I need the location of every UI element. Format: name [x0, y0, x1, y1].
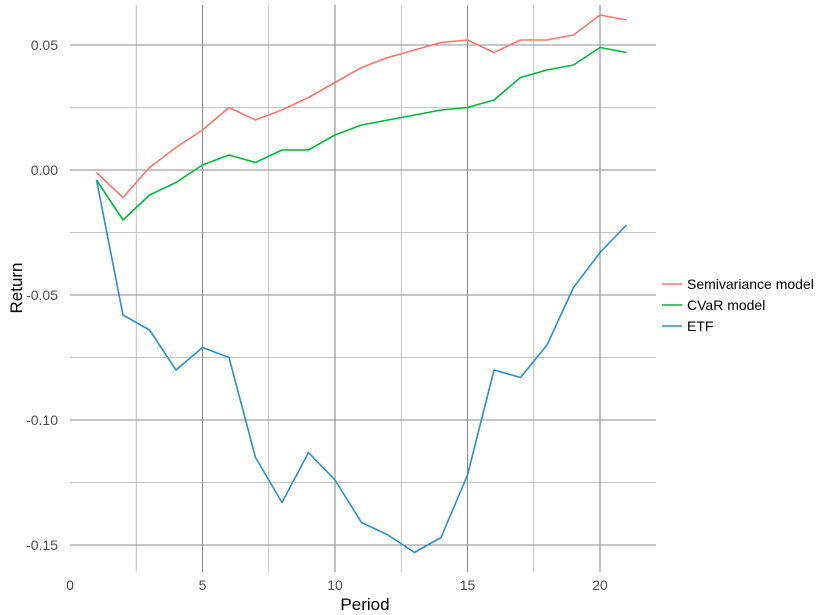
- legend-label-semivariance-model: Semivariance model: [687, 276, 814, 292]
- legend-label-etf: ETF: [687, 318, 713, 334]
- x-tick-label: 0: [66, 577, 74, 593]
- y-tick-label: 0.05: [31, 37, 58, 53]
- y-tick-label: 0.00: [31, 162, 58, 178]
- x-tick-label: 20: [592, 577, 608, 593]
- y-tick-label: -0.05: [26, 287, 58, 303]
- minor-gridlines: [70, 5, 656, 572]
- series-line-semivariance-model: [95, 14, 627, 199]
- y-tick-label: -0.15: [26, 537, 58, 553]
- x-tick-label: 10: [327, 577, 343, 593]
- series-line-cvar-model: [95, 46, 627, 221]
- x-axis-tick-labels: 0 5 10 15 20: [66, 577, 608, 593]
- x-tick-label: 15: [460, 577, 476, 593]
- legend-label-cvar-model: CVaR model: [687, 297, 765, 313]
- y-axis-title: Return: [7, 262, 26, 313]
- major-gridlines: [70, 5, 656, 572]
- series-line-etf: [95, 179, 628, 554]
- x-tick-label: 5: [199, 577, 207, 593]
- legend: Semivariance model CVaR model ETF: [662, 276, 814, 334]
- y-axis-tick-labels: 0.05 0.00 -0.05 -0.10 -0.15: [26, 37, 58, 553]
- x-axis-title: Period: [340, 595, 389, 614]
- y-tick-label: -0.10: [26, 412, 58, 428]
- series-lines: [95, 14, 628, 554]
